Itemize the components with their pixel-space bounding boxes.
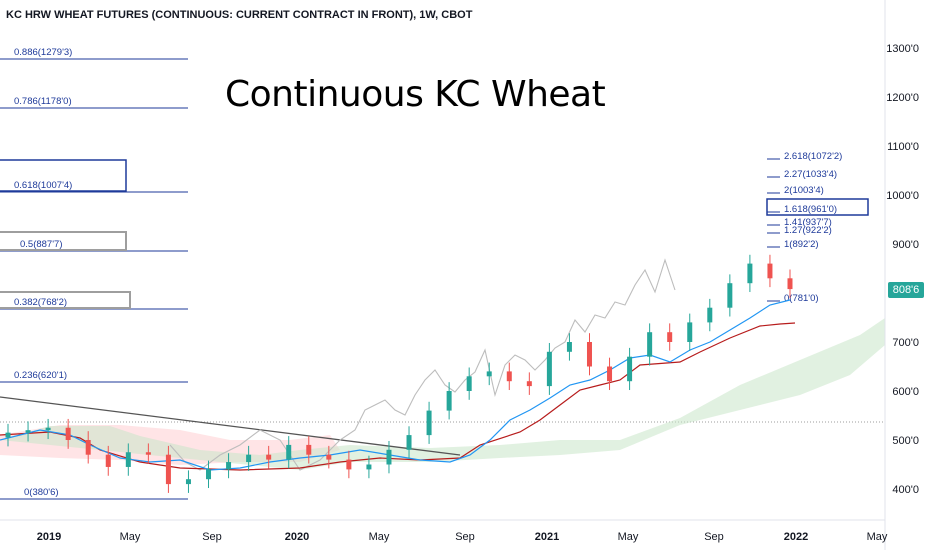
annotation-title[interactable]: Continuous KC Wheat bbox=[225, 74, 606, 115]
candle-body bbox=[466, 376, 472, 391]
y-tick-label: 400'0 bbox=[892, 484, 919, 496]
fib-ext-label: 1.41(937'7) bbox=[784, 217, 832, 228]
candle-body bbox=[105, 454, 111, 467]
fib-ext-label: 2(1003'4) bbox=[784, 185, 824, 196]
x-tick-label: 2022 bbox=[784, 531, 808, 543]
candle-body bbox=[566, 342, 572, 352]
fib-level-label: 0.382(768'2) bbox=[14, 297, 67, 308]
candle-body bbox=[406, 435, 412, 450]
fib-level-label: 0.5(887'7) bbox=[20, 239, 62, 250]
candle-body bbox=[145, 452, 151, 455]
candle-body bbox=[206, 469, 212, 480]
y-tick-label: 1300'0 bbox=[886, 43, 919, 55]
fib-level-label: 0.618(1007'4) bbox=[14, 180, 72, 191]
fib-retracement[interactable]: 0(380'6) 0.236(620'1) 0.382(768'2) 0.5(887'… bbox=[0, 47, 188, 500]
candle-body bbox=[5, 432, 11, 438]
x-tick-label: May bbox=[369, 531, 390, 543]
candle-body bbox=[687, 322, 693, 342]
indicator-lines bbox=[0, 258, 796, 471]
candle-body bbox=[526, 381, 532, 387]
candle-body bbox=[647, 332, 653, 357]
candle-body bbox=[226, 462, 232, 470]
fib-ext-label: 1.618(961'0) bbox=[784, 204, 837, 215]
conversion-line bbox=[0, 299, 791, 471]
fib-level-label: 0(380'6) bbox=[24, 487, 59, 498]
x-tick-label: May bbox=[120, 531, 141, 543]
fib-ext-label: 2.27(1033'4) bbox=[784, 169, 837, 180]
x-tick-label: Sep bbox=[202, 531, 222, 543]
y-tick-label: 500'0 bbox=[892, 435, 919, 447]
candle-body bbox=[707, 307, 713, 323]
candle-body bbox=[85, 440, 91, 455]
candle-body bbox=[346, 459, 352, 470]
candle-body bbox=[326, 454, 332, 460]
fib-highlight-box bbox=[0, 159, 127, 192]
candle-body bbox=[65, 427, 71, 440]
candle-body bbox=[45, 427, 51, 431]
fib-level-label: 0.886(1279'3) bbox=[14, 47, 72, 58]
fib-level-label: 0.236(620'1) bbox=[14, 370, 67, 381]
candle-body bbox=[546, 351, 552, 387]
x-tick-label: May bbox=[618, 531, 639, 543]
lagging-span-line bbox=[169, 258, 676, 471]
candle-body bbox=[286, 444, 292, 460]
y-tick-label: 1000'0 bbox=[886, 190, 919, 202]
x-tick-label: Sep bbox=[704, 531, 724, 543]
symbol-header: KC HRW WHEAT FUTURES (CONTINUOUS: CURREN… bbox=[6, 9, 473, 21]
candle-body bbox=[266, 454, 272, 460]
x-tick-label: 2019 bbox=[37, 531, 61, 543]
y-tick-label: 1200'0 bbox=[886, 92, 919, 104]
x-tick-label: 2020 bbox=[285, 531, 309, 543]
candle-body bbox=[446, 391, 452, 411]
candle-body bbox=[747, 263, 753, 284]
fib-ext-label: 1.27(922'2) bbox=[784, 225, 832, 236]
cloud-bull-region bbox=[0, 318, 885, 470]
ichimoku-cloud bbox=[0, 318, 885, 470]
candle-body bbox=[727, 283, 733, 308]
candle-body bbox=[767, 263, 773, 279]
y-tick-label: 1100'0 bbox=[887, 141, 919, 153]
trendline bbox=[0, 396, 461, 456]
candle-body bbox=[607, 366, 613, 382]
candle-body bbox=[366, 464, 372, 470]
candle-body bbox=[506, 371, 512, 382]
candle-body bbox=[627, 356, 633, 382]
x-tick-label: Sep bbox=[455, 531, 475, 543]
candle-body bbox=[246, 454, 252, 463]
candle-body bbox=[165, 454, 171, 485]
candle-body bbox=[426, 410, 432, 436]
fib-ext-label: 2.618(1072'2) bbox=[784, 151, 842, 162]
candle-body bbox=[586, 342, 592, 367]
x-tick-label: 2021 bbox=[535, 531, 559, 543]
fib-highlight-box bbox=[0, 231, 127, 251]
candles bbox=[5, 254, 793, 493]
candle-body bbox=[386, 449, 392, 465]
candle-body bbox=[306, 444, 312, 455]
fib-highlight-box bbox=[0, 291, 131, 309]
y-tick-label: 900'0 bbox=[892, 239, 919, 251]
candle-body bbox=[787, 278, 793, 290]
y-tick-label: 700'0 bbox=[892, 337, 919, 349]
y-tick-label: 600'0 bbox=[892, 386, 919, 398]
fib-level-label: 0.786(1178'0) bbox=[14, 96, 72, 107]
base-line bbox=[0, 322, 796, 471]
fib-ext-label: 0(781'0) bbox=[784, 293, 819, 304]
candle-body bbox=[486, 371, 492, 377]
candle-body bbox=[185, 479, 191, 485]
candle-body bbox=[667, 332, 673, 342]
x-tick-label: May bbox=[867, 531, 888, 543]
fib-ext-highlight-box bbox=[766, 198, 869, 216]
fib-extension[interactable]: 0(781'0) 1(892'2) 1.27(922'2)1.41(937'7) 1.… bbox=[766, 151, 869, 304]
fib-ext-label: 1(892'2) bbox=[784, 239, 819, 250]
candle-body bbox=[125, 452, 131, 467]
candle-body bbox=[25, 430, 31, 433]
last-price-badge: 808'6 bbox=[888, 282, 924, 298]
